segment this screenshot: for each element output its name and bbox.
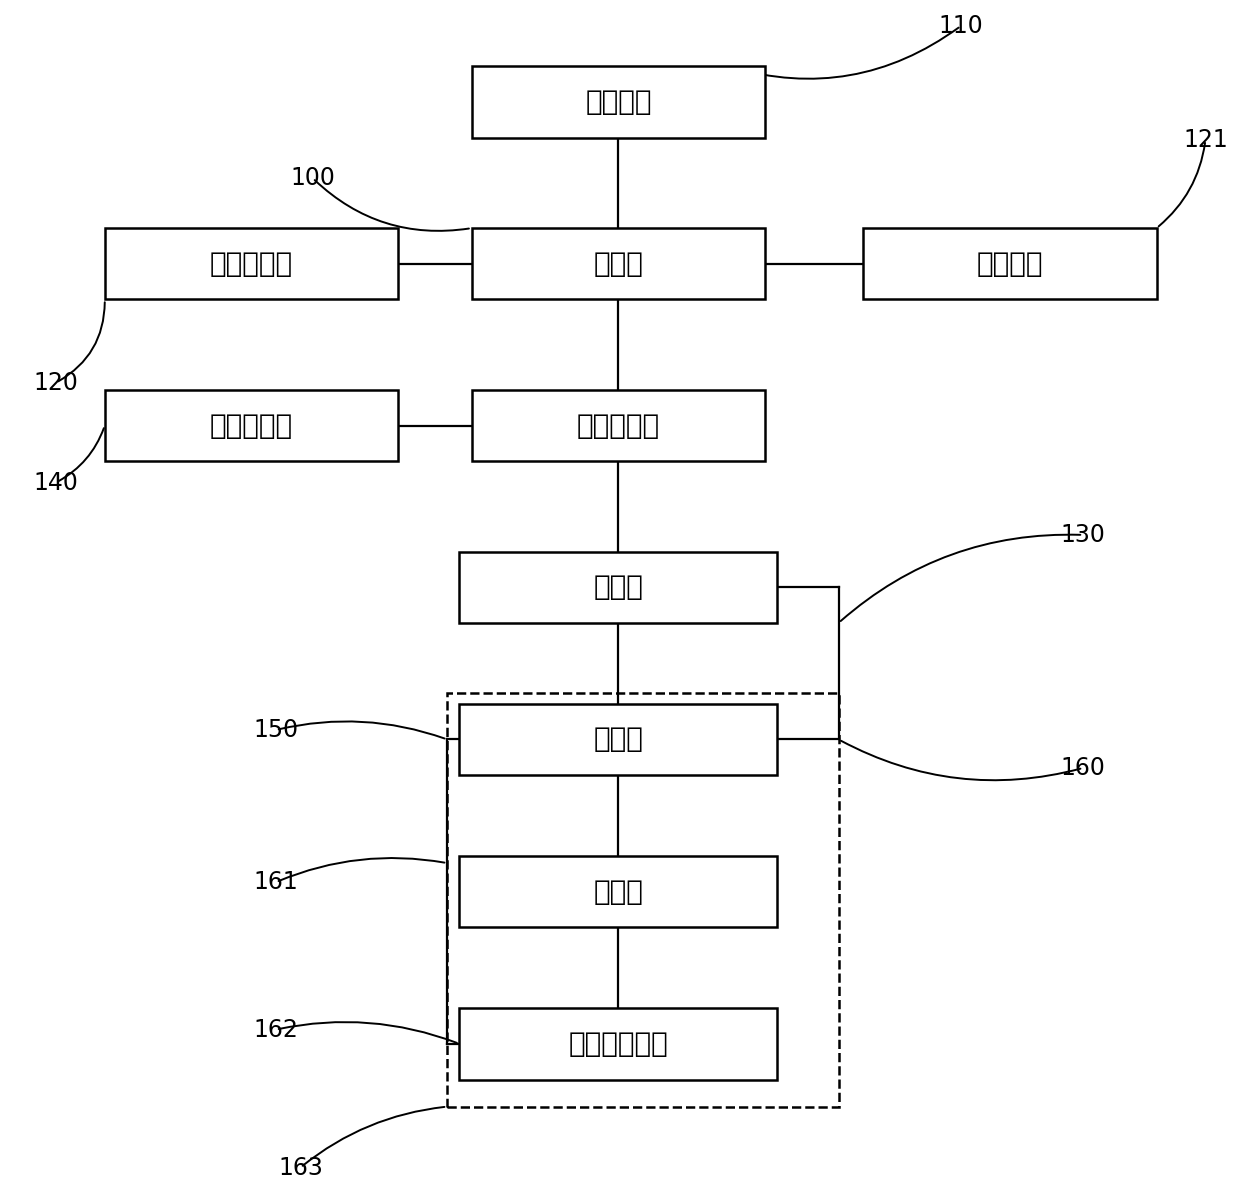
Text: 100: 100 <box>290 166 335 190</box>
Text: 162: 162 <box>253 1018 299 1042</box>
Bar <box>460 1008 777 1079</box>
Text: 成核剂仓: 成核剂仓 <box>977 250 1043 278</box>
Text: 压滤池: 压滤池 <box>594 725 644 753</box>
Text: 飞灰储仓: 飞灰储仓 <box>585 88 652 115</box>
Text: 多效蒸发装置: 多效蒸发装置 <box>569 1030 668 1057</box>
Text: 110: 110 <box>939 14 983 38</box>
Text: 163: 163 <box>278 1156 322 1179</box>
Bar <box>105 390 398 461</box>
Text: 161: 161 <box>254 870 299 894</box>
Text: 沉淀池: 沉淀池 <box>594 878 644 906</box>
Text: 121: 121 <box>1183 129 1228 152</box>
Text: 矿物辅料仓: 矿物辅料仓 <box>210 250 293 278</box>
Bar <box>105 229 398 300</box>
Text: 140: 140 <box>33 470 78 494</box>
Text: 160: 160 <box>1060 755 1106 780</box>
Text: 150: 150 <box>253 718 299 742</box>
Text: 烟气收集仓: 烟气收集仓 <box>577 411 660 439</box>
Text: 130: 130 <box>1060 523 1106 547</box>
Bar <box>460 704 777 775</box>
Bar <box>471 229 765 300</box>
Text: 反应器: 反应器 <box>594 250 644 278</box>
Bar <box>471 390 765 461</box>
Bar <box>448 693 838 1107</box>
Text: 120: 120 <box>33 371 78 395</box>
Bar <box>460 857 777 928</box>
Bar <box>471 66 765 138</box>
Bar <box>863 229 1157 300</box>
Bar <box>460 551 777 623</box>
Text: 烧结灰储仓: 烧结灰储仓 <box>210 411 293 439</box>
Text: 浸出池: 浸出池 <box>594 574 644 602</box>
